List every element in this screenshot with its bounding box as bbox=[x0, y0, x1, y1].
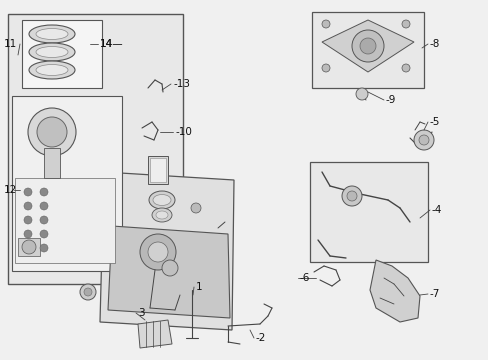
Text: -13: -13 bbox=[173, 79, 190, 89]
Circle shape bbox=[40, 202, 48, 210]
Text: 12: 12 bbox=[4, 185, 17, 195]
Polygon shape bbox=[321, 20, 413, 72]
Text: 1: 1 bbox=[196, 282, 202, 292]
Circle shape bbox=[22, 240, 36, 254]
Ellipse shape bbox=[152, 208, 172, 222]
Circle shape bbox=[40, 188, 48, 196]
Bar bbox=[8, 14, 183, 284]
Circle shape bbox=[321, 20, 329, 28]
Polygon shape bbox=[369, 260, 419, 322]
Text: -5: -5 bbox=[429, 117, 440, 127]
Circle shape bbox=[24, 202, 32, 210]
Circle shape bbox=[346, 191, 356, 201]
Ellipse shape bbox=[37, 117, 67, 147]
Text: -9: -9 bbox=[385, 95, 396, 105]
Circle shape bbox=[162, 260, 178, 276]
Ellipse shape bbox=[153, 194, 171, 206]
Circle shape bbox=[148, 242, 168, 262]
Polygon shape bbox=[138, 320, 172, 348]
Text: 14—: 14— bbox=[100, 39, 123, 49]
Circle shape bbox=[359, 38, 375, 54]
Polygon shape bbox=[108, 226, 229, 318]
Circle shape bbox=[40, 216, 48, 224]
Text: 11: 11 bbox=[4, 39, 17, 49]
Text: 3: 3 bbox=[138, 308, 144, 318]
Ellipse shape bbox=[149, 191, 175, 209]
Circle shape bbox=[24, 188, 32, 196]
Text: 14: 14 bbox=[100, 39, 113, 49]
Polygon shape bbox=[100, 172, 234, 330]
Text: -7: -7 bbox=[429, 289, 440, 299]
Circle shape bbox=[351, 30, 383, 62]
Text: -10: -10 bbox=[175, 127, 191, 137]
Text: -8: -8 bbox=[429, 39, 440, 49]
Circle shape bbox=[401, 64, 409, 72]
Circle shape bbox=[24, 216, 32, 224]
Circle shape bbox=[418, 135, 428, 145]
Bar bbox=[18, 238, 40, 256]
Text: -4: -4 bbox=[431, 205, 442, 215]
Bar bbox=[148, 156, 168, 184]
Circle shape bbox=[40, 244, 48, 252]
Circle shape bbox=[84, 288, 92, 296]
Bar bbox=[311, 12, 423, 88]
Text: -2: -2 bbox=[256, 333, 266, 343]
Circle shape bbox=[80, 284, 96, 300]
Bar bbox=[15, 178, 115, 263]
Circle shape bbox=[413, 130, 433, 150]
Ellipse shape bbox=[156, 211, 168, 219]
Circle shape bbox=[341, 186, 361, 206]
Bar bbox=[44, 148, 60, 178]
Bar bbox=[22, 20, 102, 88]
Circle shape bbox=[24, 230, 32, 238]
Bar bbox=[150, 158, 165, 182]
Circle shape bbox=[140, 234, 176, 270]
Ellipse shape bbox=[29, 43, 75, 61]
Ellipse shape bbox=[36, 28, 68, 40]
Circle shape bbox=[40, 230, 48, 238]
Circle shape bbox=[321, 64, 329, 72]
Text: -6: -6 bbox=[299, 273, 310, 283]
Circle shape bbox=[24, 244, 32, 252]
Circle shape bbox=[191, 203, 201, 213]
Ellipse shape bbox=[29, 25, 75, 43]
Circle shape bbox=[401, 20, 409, 28]
Ellipse shape bbox=[29, 61, 75, 79]
Circle shape bbox=[355, 88, 367, 100]
Bar bbox=[12, 96, 122, 271]
Ellipse shape bbox=[36, 64, 68, 76]
Ellipse shape bbox=[36, 46, 68, 58]
Ellipse shape bbox=[28, 108, 76, 156]
Bar bbox=[309, 162, 427, 262]
